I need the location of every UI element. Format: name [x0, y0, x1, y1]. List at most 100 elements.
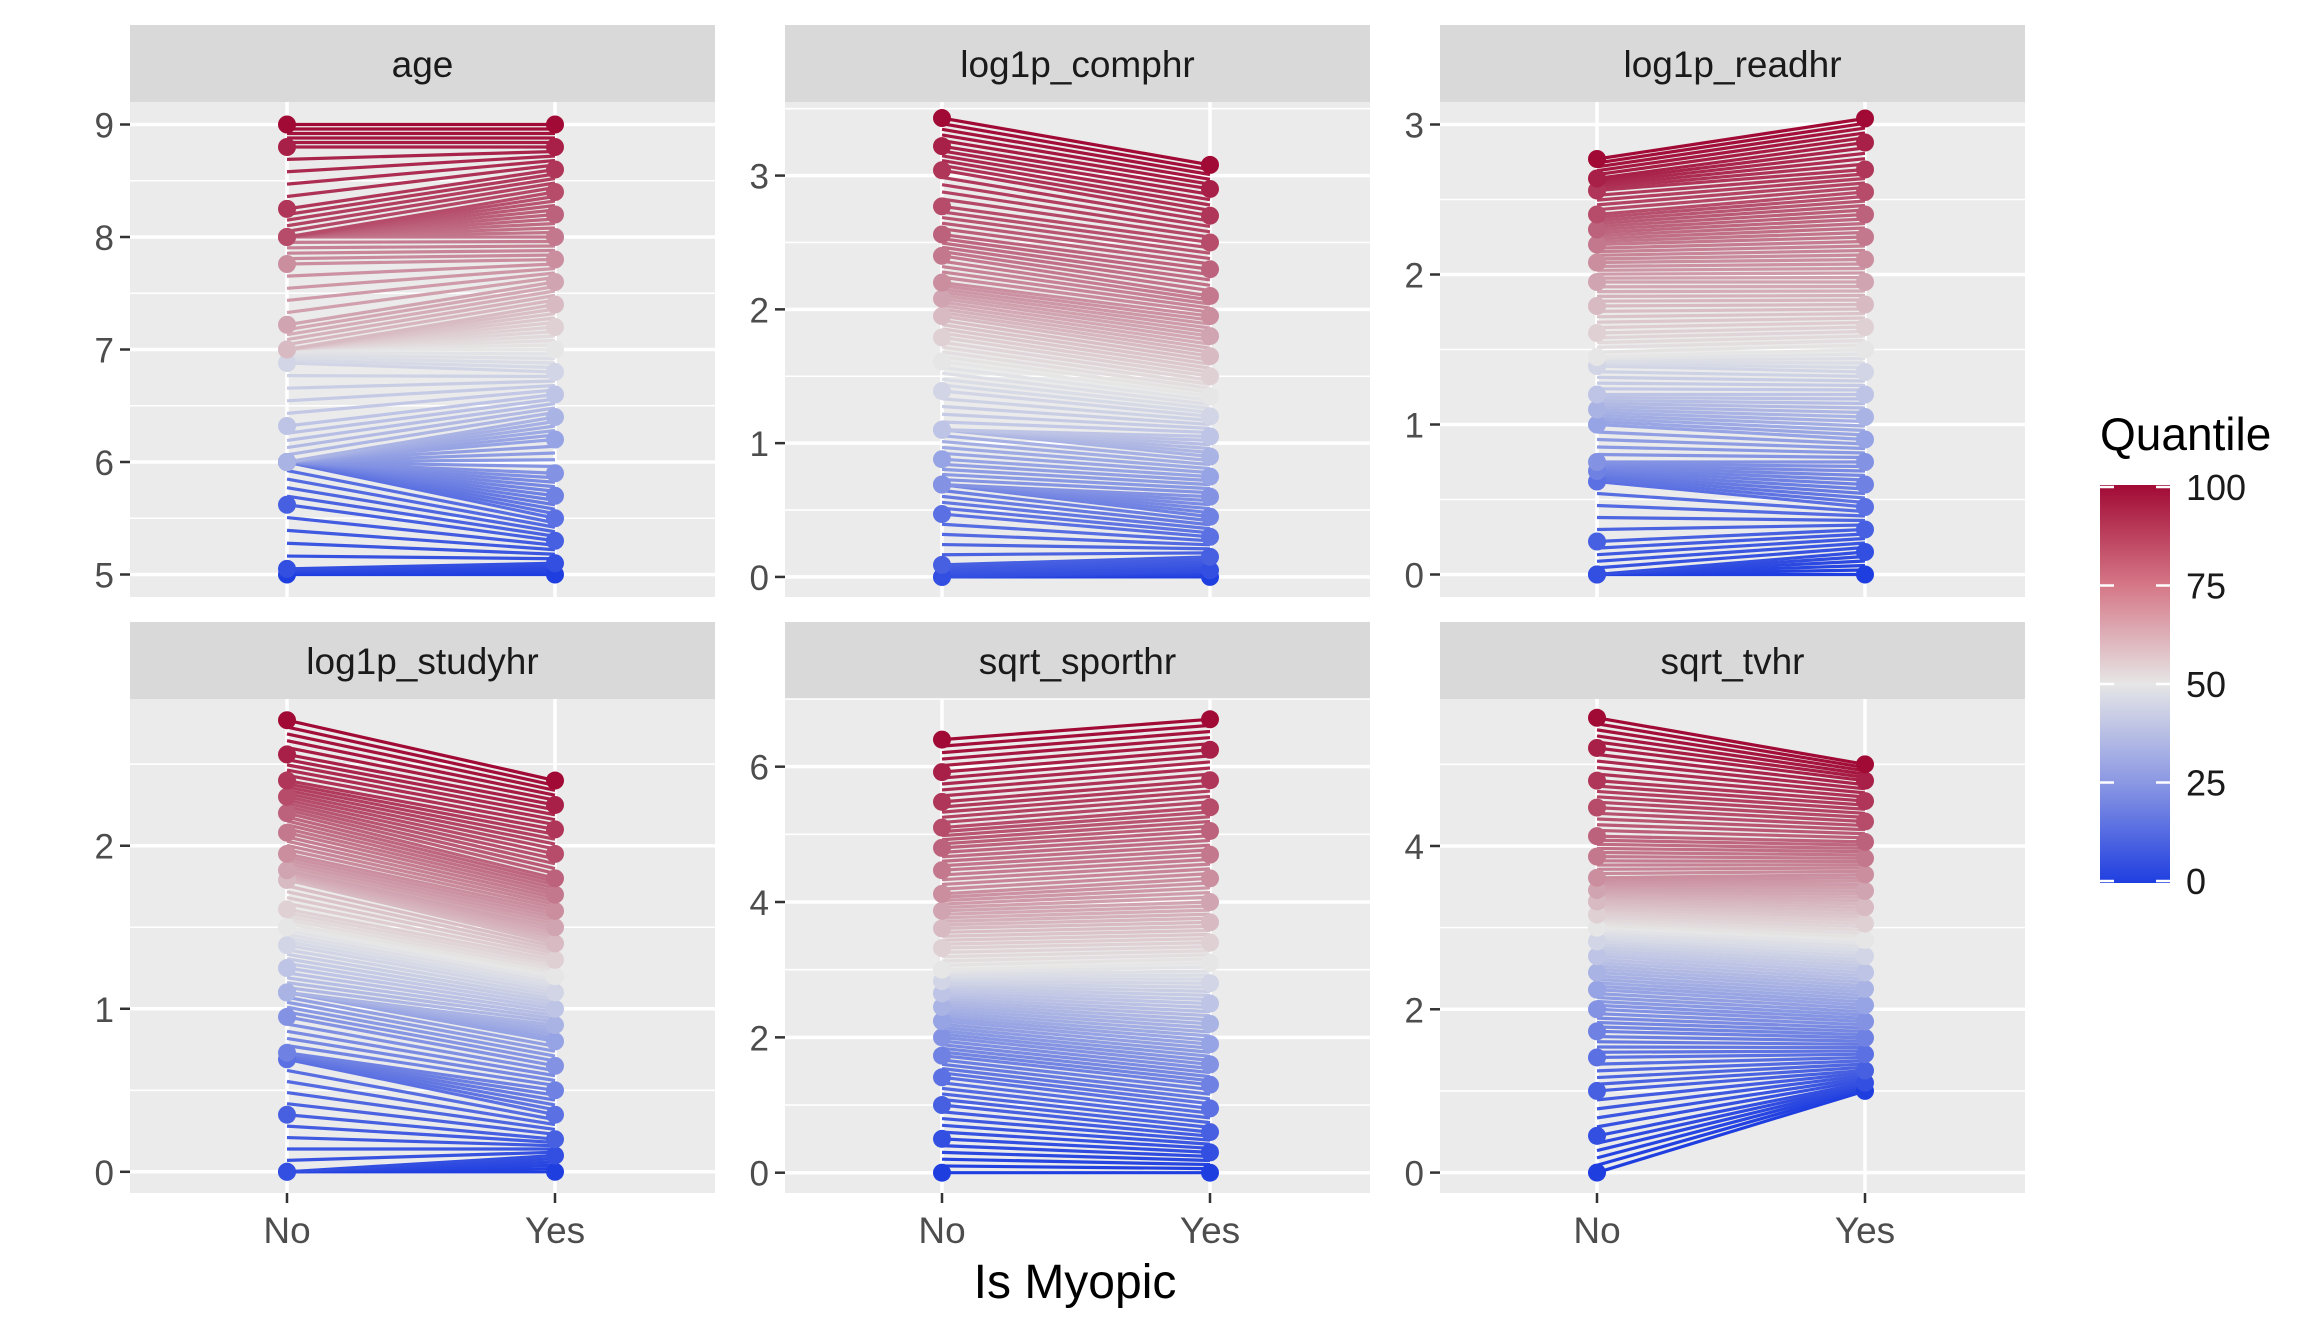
point-yes: [546, 951, 564, 969]
point-no: [933, 556, 951, 574]
quantile-line: [287, 246, 555, 248]
point-yes: [1856, 251, 1874, 269]
point-yes: [1856, 931, 1874, 949]
quantile-line: [287, 352, 555, 354]
quantile-line: [287, 376, 555, 377]
point-yes: [546, 408, 564, 426]
point-yes: [546, 1163, 564, 1181]
quantile-line: [1597, 857, 1865, 859]
point-no: [278, 824, 296, 842]
point-no: [933, 885, 951, 903]
point-yes: [546, 886, 564, 904]
point-no: [1588, 799, 1606, 817]
point-yes: [1201, 448, 1219, 466]
point-no: [1588, 533, 1606, 551]
point-no: [278, 1163, 296, 1181]
y-tick-label: 1: [95, 991, 114, 1030]
point-no: [1588, 170, 1606, 188]
point-yes: [1856, 206, 1874, 224]
y-tick-label: 3: [1405, 107, 1424, 146]
quantile-line: [1597, 362, 1865, 363]
y-tick-label: 4: [1405, 828, 1424, 867]
y-tick-label: 2: [1405, 257, 1424, 296]
point-yes: [546, 341, 564, 359]
point-no: [933, 328, 951, 346]
point-no: [1588, 1082, 1606, 1100]
legend-tick-label: 100: [2186, 467, 2246, 508]
point-yes: [546, 318, 564, 336]
quantile-line: [1597, 861, 1865, 862]
x-tick-label: No: [263, 1210, 310, 1251]
point-yes: [1856, 980, 1874, 998]
point-yes: [546, 967, 564, 985]
point-yes: [1856, 947, 1874, 965]
x-tick-label: No: [918, 1210, 965, 1251]
point-yes: [1201, 1076, 1219, 1094]
point-yes: [1201, 260, 1219, 278]
point-yes: [1201, 913, 1219, 931]
point-no: [1588, 453, 1606, 471]
point-no: [1588, 964, 1606, 982]
quantile-line: [1597, 296, 1865, 297]
point-no: [933, 731, 951, 749]
point-yes: [1201, 710, 1219, 728]
point-yes: [546, 1032, 564, 1050]
y-tick-label: 6: [95, 444, 114, 483]
point-no: [933, 839, 951, 857]
point-no: [1588, 386, 1606, 404]
point-no: [278, 341, 296, 359]
point-no: [933, 919, 951, 937]
quantile-line: [1597, 398, 1865, 400]
point-no: [1588, 1127, 1606, 1145]
x-axis-title: Is Myopic: [974, 1256, 1177, 1309]
point-no: [1588, 254, 1606, 272]
point-yes: [546, 464, 564, 482]
y-tick-label: 0: [750, 1155, 769, 1194]
legend-title: Quantile: [2100, 408, 2271, 460]
point-yes: [1201, 771, 1219, 789]
point-yes: [1856, 882, 1874, 900]
point-yes: [546, 772, 564, 790]
point-no: [933, 274, 951, 292]
quantile-line: [1597, 300, 1865, 301]
point-yes: [1201, 180, 1219, 198]
quantile-line: [1597, 278, 1865, 279]
panel-title: sqrt_tvhr: [1661, 641, 1805, 682]
point-yes: [546, 386, 564, 404]
point-yes: [1201, 508, 1219, 526]
point-no: [278, 1044, 296, 1062]
y-tick-label: 1: [750, 425, 769, 464]
point-yes: [1201, 934, 1219, 952]
point-no: [933, 382, 951, 400]
point-no: [1588, 206, 1606, 224]
point-yes: [546, 251, 564, 269]
y-tick-label: 8: [95, 219, 114, 258]
legend-tick-label: 0: [2186, 861, 2206, 902]
point-yes: [1856, 134, 1874, 152]
point-yes: [546, 116, 564, 134]
point-no: [278, 316, 296, 334]
point-yes: [1856, 772, 1874, 790]
point-yes: [1856, 543, 1874, 561]
point-yes: [1201, 995, 1219, 1013]
point-no: [1588, 848, 1606, 866]
quantile-line: [1597, 890, 1865, 891]
quantile-line: [1597, 273, 1865, 274]
point-yes: [1856, 273, 1874, 291]
point-yes: [1201, 548, 1219, 566]
point-no: [278, 116, 296, 134]
point-no: [933, 1068, 951, 1086]
point-yes: [1201, 1123, 1219, 1141]
point-yes: [1201, 528, 1219, 546]
point-yes: [1201, 954, 1219, 972]
legend-tick-label: 50: [2186, 664, 2226, 705]
point-yes: [1201, 1099, 1219, 1117]
point-yes: [546, 487, 564, 505]
panel-title: log1p_studyhr: [306, 641, 538, 682]
point-yes: [546, 554, 564, 572]
point-no: [933, 290, 951, 308]
quantile-line: [942, 553, 1210, 555]
